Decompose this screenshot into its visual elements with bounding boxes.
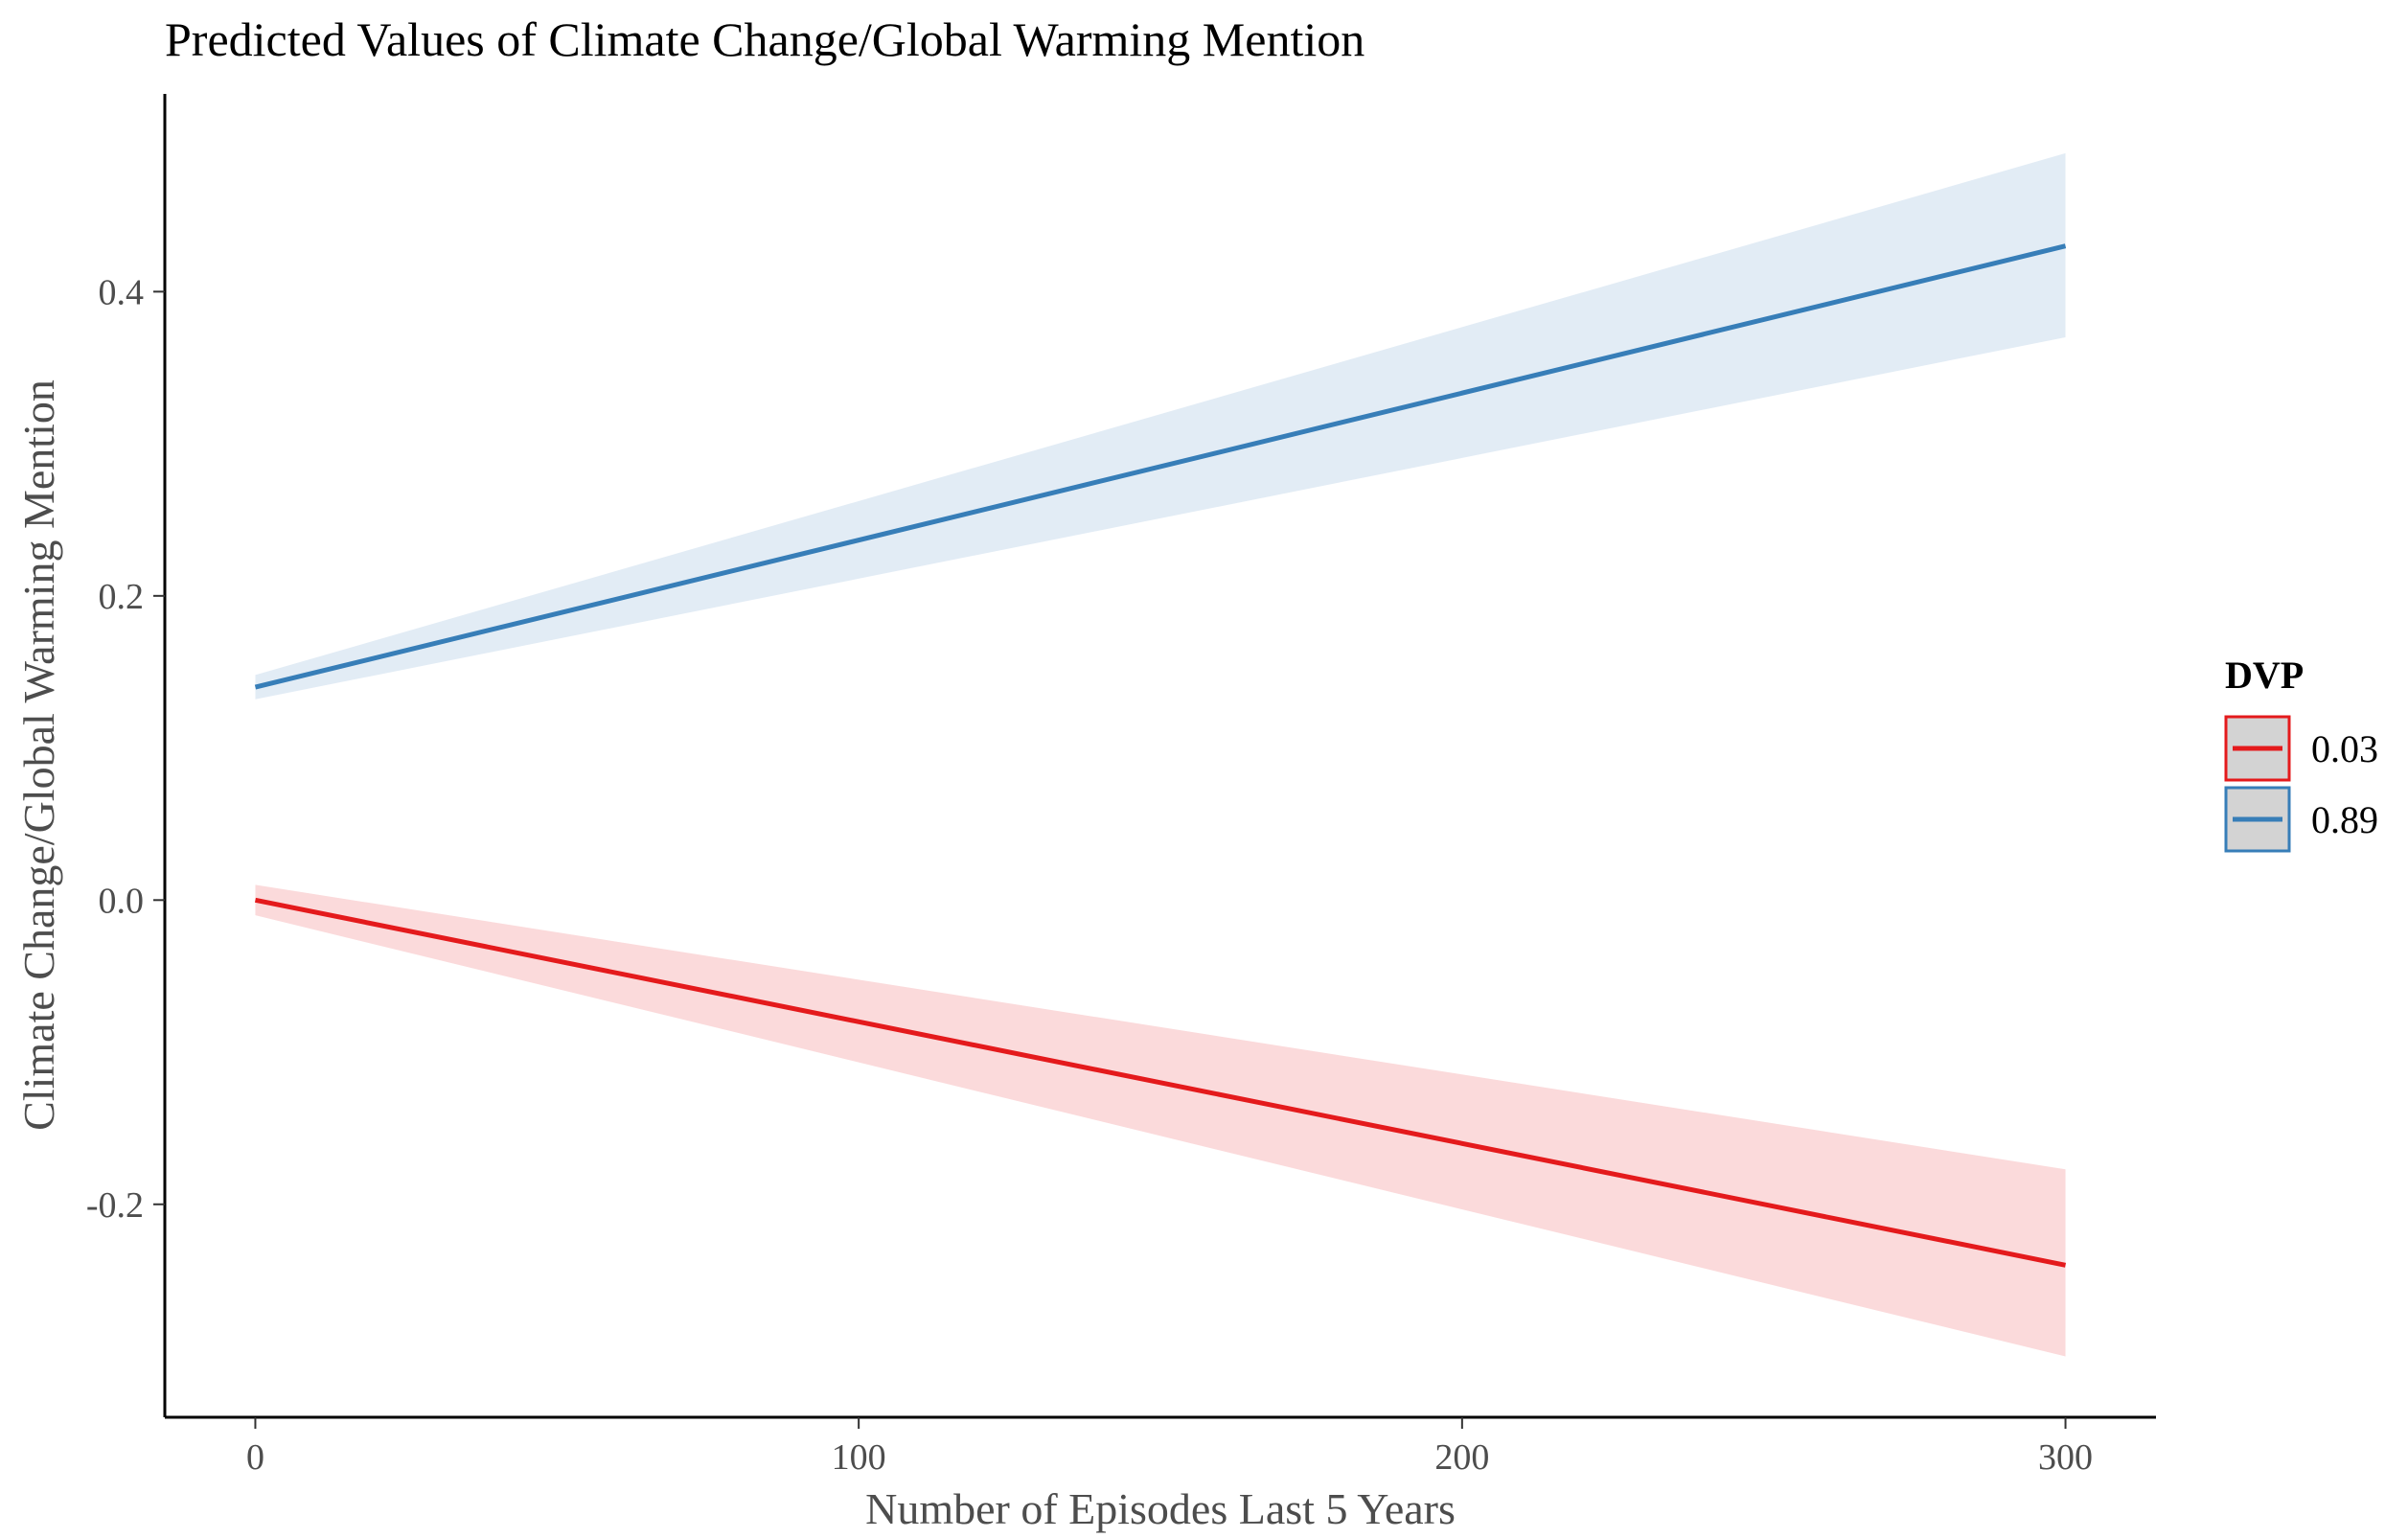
legend: DVP 0.03 0.89 [2224,654,2378,853]
legend-label: 0.89 [2311,798,2378,841]
series-line-dvp-0-03 [254,897,2067,1268]
ribbon-dvp-0-89 [255,152,2066,700]
x-tick-label: 300 [2038,1437,2093,1478]
x-tick-label: 0 [246,1437,264,1478]
y-axis-title: Climate Change/Global Warming Mention [14,379,63,1131]
x-tick-label: 100 [832,1437,886,1478]
confidence-ribbons [255,152,2066,1357]
y-axis-ticks: -0.2 0.0 0.2 0.4 [86,272,165,1226]
y-tick-label: 0.0 [99,881,145,921]
ribbon-dvp-0-03 [255,884,2066,1357]
chart-title: Predicted Values of Climate Change/Globa… [165,12,1365,66]
legend-item-dvp-0-03: 0.03 [2224,715,2378,782]
x-axis-title: Number of Episodes Last 5 Years [865,1484,1456,1533]
x-tick-label: 200 [1434,1437,1489,1478]
y-tick-label: -0.2 [86,1185,144,1226]
legend-title: DVP [2225,654,2304,697]
series-line-dvp-0-89 [254,243,2067,690]
legend-label: 0.03 [2311,727,2378,770]
series-lines [254,243,2067,1268]
x-axis-ticks: 0 100 200 300 [246,1417,2093,1478]
y-tick-label: 0.4 [99,272,145,312]
legend-item-dvp-0-89: 0.89 [2224,786,2378,853]
y-tick-label: 0.2 [99,577,145,617]
